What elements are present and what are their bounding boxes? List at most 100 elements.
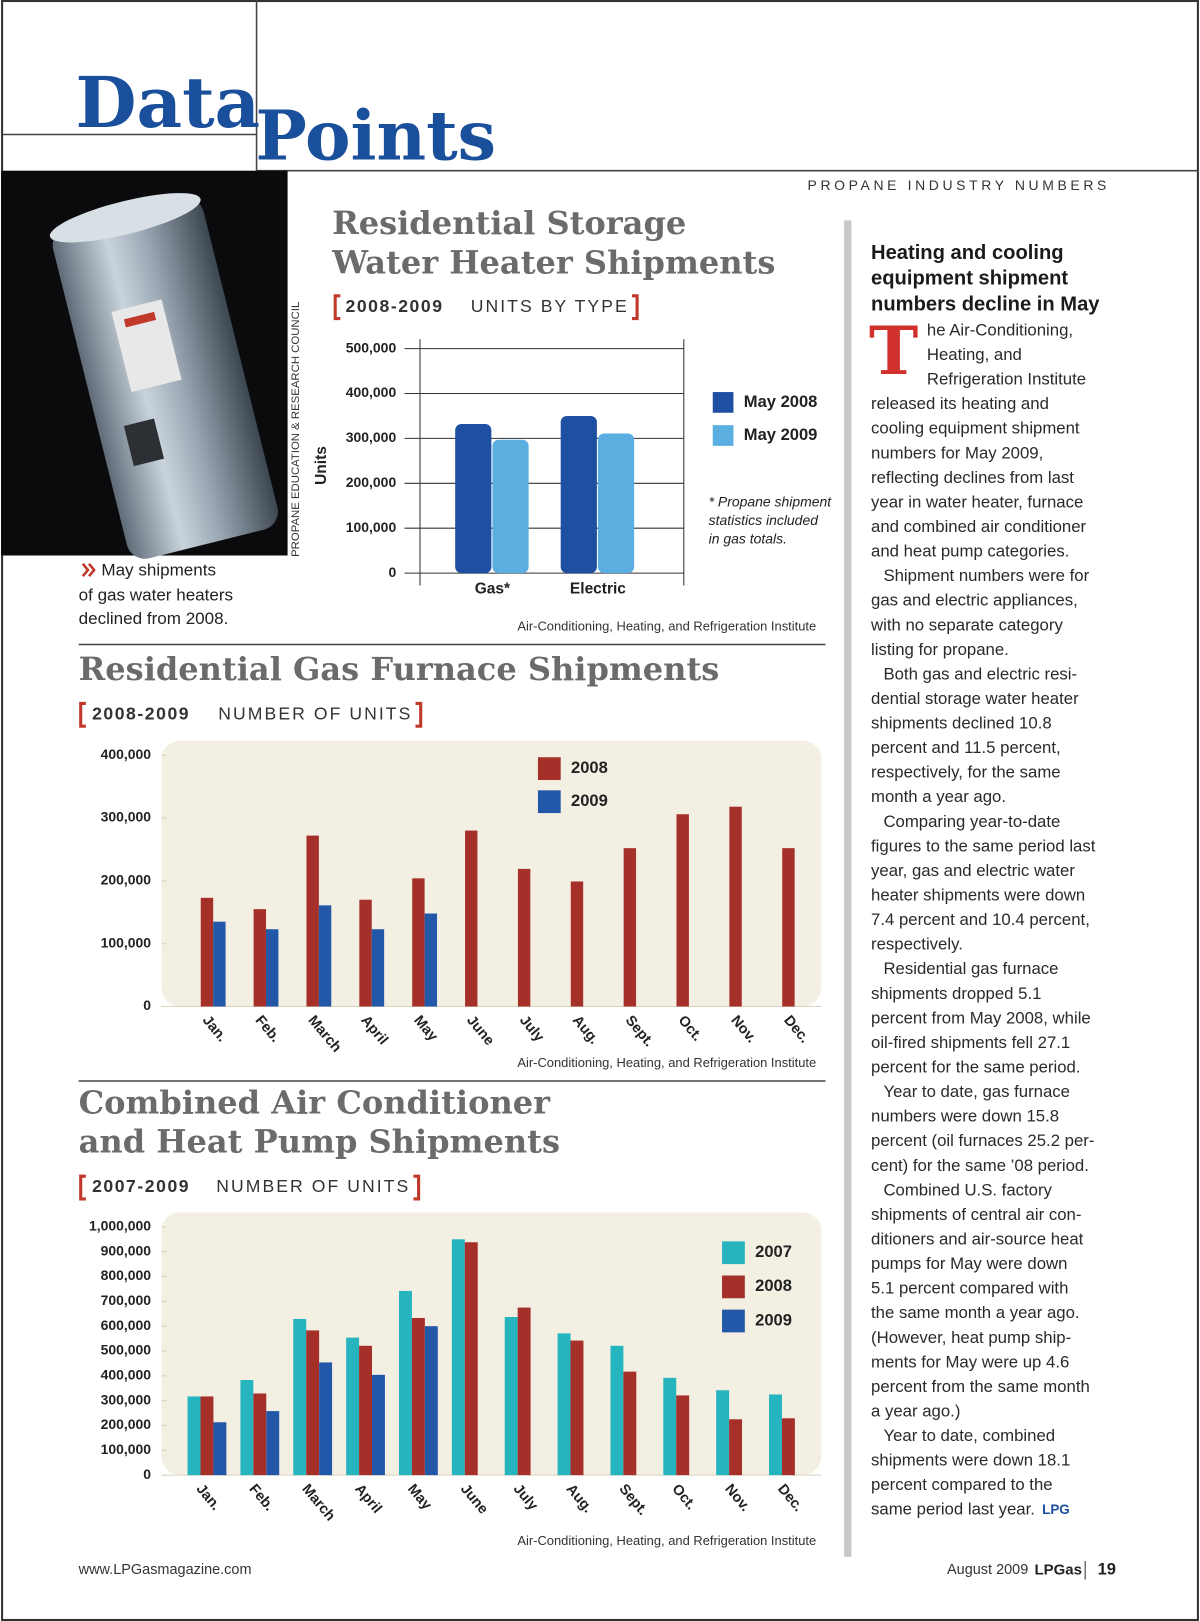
- footer-issue: August 2009: [947, 1562, 1028, 1578]
- bar: [253, 909, 267, 1007]
- bracket: [413, 1174, 421, 1201]
- bracket: [79, 1174, 86, 1201]
- body-line: with no separate category: [870, 615, 1063, 634]
- bar: [517, 1307, 531, 1476]
- bar: [729, 806, 742, 1007]
- header-title: Data: [76, 61, 261, 144]
- sidebar-rule: [844, 220, 852, 1557]
- bar: [318, 905, 332, 1007]
- y-tick-label: 400,000: [346, 384, 397, 400]
- headline: numbers decline in May: [871, 293, 1100, 315]
- bar: [424, 1326, 438, 1476]
- y-tick-label: 100,000: [101, 1441, 152, 1457]
- body-line: released its heating and: [871, 394, 1049, 413]
- photo-caption: declined from 2008.: [79, 609, 229, 628]
- bar: [359, 899, 372, 1007]
- tank-top: [49, 193, 201, 243]
- bar: [213, 921, 226, 1007]
- bar: [464, 1242, 478, 1476]
- body-line: percent from May 2008, while: [871, 1008, 1091, 1027]
- bar: [663, 1377, 677, 1476]
- photo-caption: May shipments: [101, 561, 216, 580]
- bar: [716, 1390, 730, 1476]
- bar: [504, 1316, 518, 1476]
- body-line: and heat pump categories.: [871, 542, 1069, 561]
- footer-brand: LPGas: [1034, 1561, 1081, 1578]
- legend-label: 2009: [755, 1310, 792, 1329]
- legend-label: May 2009: [744, 425, 818, 444]
- caption-arrow: [81, 562, 96, 578]
- y-tick-label: 0: [143, 1466, 151, 1482]
- y-tick-label: 400,000: [101, 1367, 152, 1383]
- chart-title: and Heat Pump Shipments: [79, 1123, 560, 1161]
- body-line: reflecting declines from last: [871, 468, 1074, 487]
- bar: [319, 1362, 333, 1476]
- body-line: a year ago.): [871, 1401, 960, 1420]
- bar: [769, 1394, 782, 1476]
- legend-label: May 2008: [744, 392, 818, 411]
- bar: [570, 1340, 584, 1476]
- body-line: Residential gas furnace: [883, 959, 1058, 978]
- bar: [306, 835, 319, 1007]
- body-line: shipments of central air con-: [871, 1205, 1081, 1224]
- body-line: pumps for May were down: [871, 1254, 1067, 1273]
- y-tick-label: 700,000: [101, 1292, 152, 1308]
- body-line: Refrigeration Institute: [927, 370, 1086, 389]
- bar: [200, 897, 214, 1007]
- body-line: 7.4 percent and 10.4 percent,: [871, 910, 1090, 929]
- chart-subtitle: NUMBER OF UNITS: [218, 703, 412, 723]
- body-line: respectively.: [871, 935, 963, 954]
- body-line: month a year ago.: [871, 787, 1006, 806]
- bar: [424, 913, 438, 1007]
- body-line: shipments declined 10.8: [871, 714, 1052, 733]
- y-tick-label: 100,000: [346, 519, 397, 535]
- body-line: Year to date, combined: [883, 1426, 1055, 1445]
- bar: [570, 881, 584, 1007]
- y-tick-label: 400,000: [101, 746, 152, 762]
- body-line: respectively, for the same: [871, 763, 1061, 782]
- chart-period: 2008-2009: [346, 296, 444, 316]
- legend-label: 2007: [755, 1242, 792, 1261]
- photo-credit: PROPANE EDUCATION & RESEARCH COUNCIL: [290, 302, 302, 557]
- body-line: the same month a year ago.: [871, 1303, 1080, 1322]
- bar: [359, 1345, 373, 1476]
- bracket: [333, 294, 341, 321]
- bar: [451, 1239, 465, 1476]
- body-line: Combined U.S. factory: [883, 1180, 1052, 1199]
- x-tick-label: Electric: [570, 581, 626, 598]
- body-line: heater shipments were down: [871, 886, 1085, 905]
- y-tick-label: 800,000: [101, 1267, 152, 1283]
- bar: [781, 1418, 795, 1476]
- valve: [123, 418, 164, 467]
- body-line: percent for the same period.: [871, 1058, 1080, 1077]
- y-tick-label: 100,000: [101, 934, 152, 950]
- bar: [557, 1333, 571, 1476]
- body-line: Comparing year-to-date: [883, 812, 1060, 831]
- bar: [200, 1396, 214, 1476]
- bar: [597, 433, 635, 574]
- body-line: Year to date, gas furnace: [883, 1082, 1070, 1101]
- legend-swatch: [712, 392, 734, 413]
- bar: [399, 1290, 412, 1476]
- legend-swatch: [722, 1275, 745, 1299]
- bar: [266, 929, 279, 1007]
- article-body: he Air-Conditioning, Heating, and Refriger…: [870, 320, 1096, 1518]
- x-tick-label: Gas*: [475, 581, 511, 598]
- body-line: percent compared to the: [871, 1475, 1053, 1494]
- legend-swatch: [722, 1309, 745, 1333]
- body-line: numbers for May 2009,: [871, 443, 1043, 462]
- y-tick-label: 500,000: [101, 1342, 152, 1358]
- legend-label: 2008: [571, 758, 608, 777]
- bar: [306, 1330, 320, 1476]
- y-tick-label: 300,000: [346, 429, 397, 445]
- chart-title: Residential Storage: [332, 204, 686, 242]
- y-tick-label: 200,000: [101, 1416, 152, 1432]
- body-line: he Air-Conditioning,: [927, 320, 1073, 339]
- bar: [240, 1380, 254, 1476]
- body-line: ments for May were up 4.6: [871, 1352, 1069, 1371]
- body-line: Heating, and: [927, 345, 1022, 364]
- end-mark: LPG: [1042, 1502, 1070, 1517]
- y-tick-label: 200,000: [346, 474, 397, 490]
- bracket: [79, 701, 86, 728]
